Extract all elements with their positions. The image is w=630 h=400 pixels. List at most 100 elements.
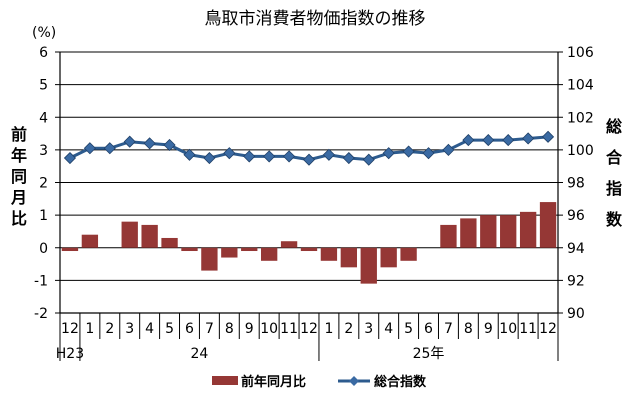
month-label: 6 [185,321,194,337]
index-marker-5 [163,138,176,152]
index-marker-2 [103,142,116,155]
index-marker-15 [362,153,375,166]
right-tick-label: 94 [567,241,585,257]
axis-label-char: 比 [11,209,27,228]
right-axis-ticks: 90 92 94 96 98 100 102 104 106 [567,45,594,322]
legend-swatch-bar [212,376,238,385]
index-marker-7 [203,151,216,165]
axis-label-char: 同 [11,167,27,186]
bar-yoy-15 [360,247,377,284]
index-marker-21 [482,134,495,147]
chart-title: 鳥取市消費者物価指数の推移 [205,9,426,29]
axis-label-char: 前 [11,125,27,144]
left-axis-ticks: -2 -1 0 1 2 3 4 5 6 [34,45,48,322]
left-tick-label: 5 [39,78,48,94]
index-marker-8 [223,147,236,160]
month-label: 1 [85,321,94,337]
bar-yoy-19 [440,224,457,248]
year-label: 24 [191,346,209,362]
axis-label-char: 数 [606,210,623,229]
right-tick-label: 100 [567,143,594,159]
month-label: 4 [145,321,154,337]
index-marker-10 [263,150,276,163]
month-label: 2 [344,321,353,337]
bar-yoy-7 [201,247,218,271]
right-tick-label: 98 [567,176,585,192]
bar-yoy-11 [280,241,298,248]
month-label: 7 [205,321,214,337]
index-marker-14 [342,151,355,165]
bar-yoy-4 [141,224,158,248]
month-label: 4 [384,321,393,337]
index-marker-17 [402,145,415,158]
month-label: 3 [125,321,134,337]
bar-yoy-24 [539,202,557,248]
left-tick-label: -2 [34,306,48,322]
bar-yoy-16 [380,247,397,268]
index-marker-12 [302,153,316,166]
index-marker-24 [541,130,555,143]
bar-yoy-3 [121,221,138,248]
month-label: 7 [444,321,453,337]
index-marker-16 [382,147,395,160]
index-marker-1 [83,142,96,155]
bar-yoy-20 [460,218,477,248]
bar-yoy-13 [320,247,338,261]
index-marker-0 [63,151,77,165]
index-marker-9 [243,150,256,163]
legend-label-line: 総合指数 [374,374,427,390]
month-label: 6 [424,321,433,337]
index-marker-23 [522,132,535,145]
bar-yoy-10 [260,247,278,261]
month-label: 3 [364,321,373,337]
month-label: 5 [404,321,413,337]
index-marker-3 [123,135,136,148]
axis-label-char: 合 [606,148,623,167]
axis-label-char: 総 [606,117,622,136]
month-label: 5 [165,321,174,337]
month-label: 12 [61,321,79,337]
bar-yoy-21 [480,215,497,248]
month-label: 12 [539,321,557,337]
month-label: 9 [245,321,254,337]
index-marker-13 [322,148,335,161]
right-tick-label: 90 [567,306,585,322]
month-label: 10 [260,321,278,337]
left-tick-label: 2 [39,176,48,192]
left-tick-label: 1 [39,208,48,224]
gridlines [60,51,558,314]
right-tick-label: 92 [567,273,585,289]
axis-label-char: 月 [10,188,27,207]
month-label: 12 [300,321,318,337]
left-tick-label: 6 [39,45,48,61]
bar-yoy-8 [221,247,238,258]
legend-label-bar: 前年同月比 [241,374,306,390]
bar-yoy-14 [340,247,358,268]
year-label: 25年 [413,346,445,362]
left-tick-label: -1 [34,273,48,289]
bar-yoy-0 [61,247,79,252]
bar-yoy-6 [181,247,198,252]
legend-swatch-marker [349,376,359,386]
index-marker-6 [183,148,196,161]
index-marker-11 [283,150,296,163]
month-label: 11 [519,321,537,337]
bar-yoy-23 [519,211,537,248]
index-marker-19 [442,143,455,156]
month-label: 10 [499,321,517,337]
right-tick-label: 104 [567,78,594,94]
index-marker-22 [502,134,515,147]
left-tick-label: 3 [39,143,48,159]
right-axis-label: 総合指数 [606,117,623,229]
bar-yoy-17 [400,247,417,261]
month-label: 2 [105,321,114,337]
bar-series-yoy [61,202,557,284]
month-label: 11 [280,321,298,337]
axis-label-char: 年 [11,146,27,165]
right-tick-label: 96 [567,208,585,224]
axes [55,51,563,361]
axis-label-char: 指 [606,179,622,198]
